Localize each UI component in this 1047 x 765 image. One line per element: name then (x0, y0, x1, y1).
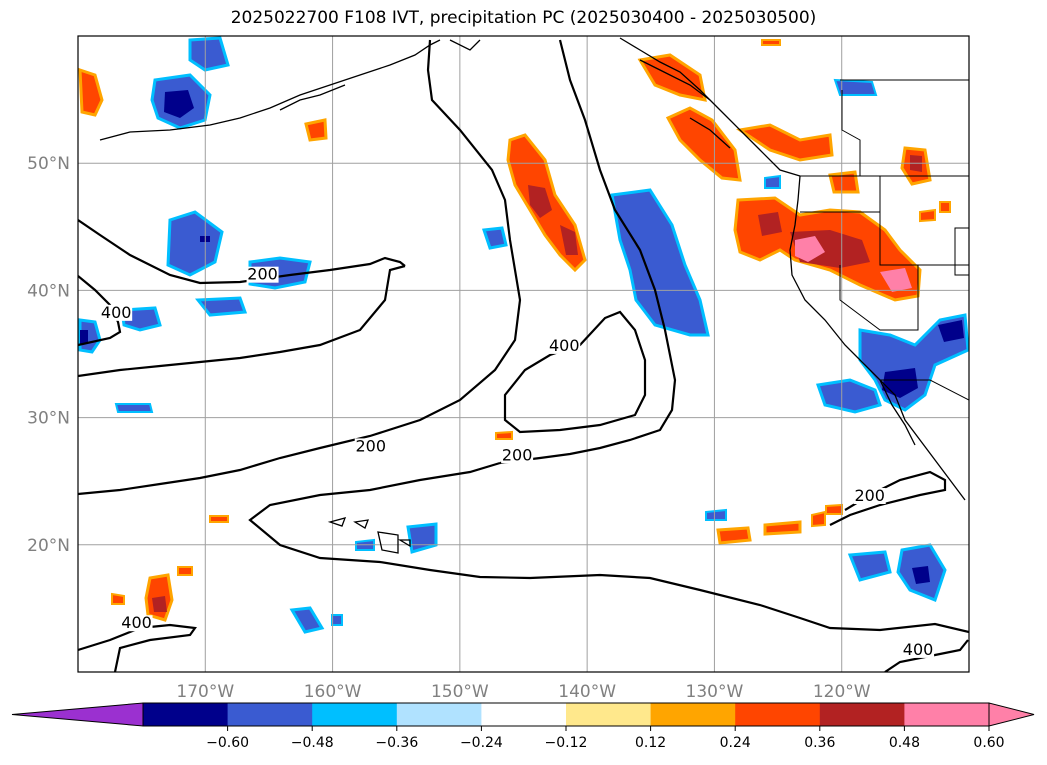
colorbar: −0.60 −0.48 −0.36 −0.24 −0.12 0.12 0.24 0.36 0.4… (11, 702, 1035, 751)
lon-tick-label: 170°W (176, 682, 234, 702)
lat-tick-label: 20°N (27, 536, 70, 556)
ivt-contour-labels: 200 400 200 200 400 200 400 400 (100, 265, 935, 659)
colorbar-tick-label: −0.12 (545, 735, 588, 751)
map-area: 200 400 200 200 400 200 400 400 (78, 36, 969, 672)
latitude-labels: 50°N 40°N 30°N 20°N (27, 154, 70, 556)
colorbar-tick-label: −0.24 (460, 735, 503, 751)
colorbar-segment (650, 703, 736, 726)
colorbar-segment (904, 703, 990, 726)
colorbar-tick-label: 0.48 (889, 735, 920, 751)
colorbar-tick-label: 0.24 (720, 735, 751, 751)
contour-label-bg (853, 488, 886, 505)
colorbar-under-extend (11, 702, 144, 727)
contour-label: 400 (549, 336, 580, 355)
contour-label: 200 (854, 486, 885, 505)
contour-label-bg (246, 266, 279, 283)
contour-label-bg (501, 447, 534, 464)
colorbar-tick-label: 0.36 (804, 735, 835, 751)
colorbar-segment (227, 703, 313, 726)
lon-tick-label: 140°W (558, 682, 616, 702)
colorbar-tick-label: −0.60 (206, 735, 249, 751)
lat-tick-label: 40°N (27, 281, 70, 301)
contour-label-bg (100, 304, 133, 321)
ivt-contours (78, 39, 969, 672)
lat-tick-label: 30°N (27, 409, 70, 429)
map-title: 2025022700 F108 IVT, precipitation PC (2… (230, 8, 817, 28)
precip-anomaly-shading (78, 36, 969, 634)
colorbar-segment (396, 703, 482, 726)
contour-label: 400 (101, 303, 132, 322)
lon-tick-label: 120°W (813, 682, 871, 702)
colorbar-segment (735, 703, 821, 726)
contour-label: 400 (121, 613, 152, 632)
contour-label-bg (548, 337, 581, 354)
contour-label-bg (354, 438, 387, 455)
map-frame (77, 35, 970, 673)
lon-tick-label: 160°W (304, 682, 362, 702)
colorbar-segment (566, 703, 652, 726)
colorbar-segment (481, 703, 567, 726)
contour-label: 200 (355, 436, 386, 455)
colorbar-over-extend (988, 702, 1035, 727)
colorbar-tick-label: 0.60 (973, 735, 1004, 751)
lon-tick-label: 150°W (431, 682, 489, 702)
lon-tick-label: 130°W (686, 682, 744, 702)
colorbar-tick-label: 0.12 (635, 735, 666, 751)
coastlines (99, 37, 969, 554)
contour-label: 200 (502, 445, 533, 464)
gridlines (78, 36, 969, 672)
contour-label-bg (120, 615, 153, 632)
colorbar-segment (143, 703, 229, 726)
contour-label: 200 (247, 265, 278, 284)
lat-tick-label: 50°N (27, 154, 70, 174)
contour-label: 400 (903, 640, 934, 659)
colorbar-segment (312, 703, 398, 726)
longitude-labels: 170°W 160°W 150°W 140°W 130°W 120°W (176, 682, 870, 702)
colorbar-tick-label: −0.48 (291, 735, 334, 751)
colorbar-segment (819, 703, 905, 726)
colorbar-tick-label: −0.36 (375, 735, 418, 751)
contour-label-bg (902, 641, 935, 658)
